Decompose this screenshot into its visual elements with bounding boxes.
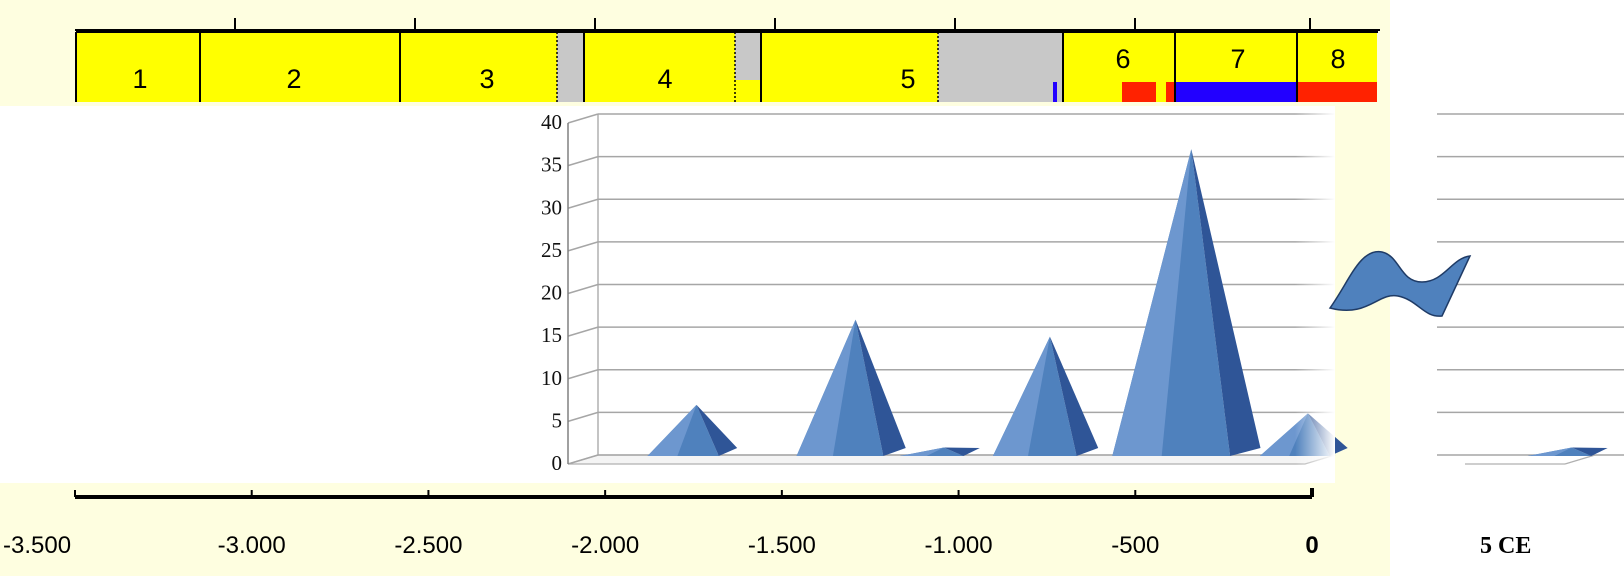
- segment-6-red-band: [1122, 82, 1156, 102]
- top-ruler: [75, 18, 1380, 31]
- right-edge-fade: [1295, 106, 1335, 483]
- gridline-side: [567, 155, 599, 167]
- segment-label: 1: [132, 64, 147, 94]
- pyramid-shade: [1571, 447, 1608, 456]
- x-tick-label: -2.000: [571, 532, 639, 559]
- pyramid-highlight: [992, 336, 1050, 456]
- gridline-side: [567, 198, 599, 209]
- pyramid-series: [647, 149, 1608, 456]
- pyramid-shade: [1049, 336, 1099, 456]
- pyramid-highlight: [1527, 447, 1572, 456]
- y-tick-label: 15: [541, 323, 562, 347]
- y-tick-label: 5: [552, 408, 563, 432]
- pyramid: [1112, 149, 1261, 456]
- segment-3: [400, 32, 557, 102]
- pyramid-highlight: [647, 404, 697, 456]
- gridline-side: [567, 283, 599, 295]
- pyramid-chart: 0 5 10 15 20 25 30 35 40: [541, 110, 1624, 475]
- segment-1: [76, 32, 200, 102]
- y-tick-label: 20: [541, 281, 562, 305]
- y-axis-tick-labels: 0 5 10 15 20 25 30 35 40: [541, 110, 562, 475]
- segment-label: 8: [1330, 44, 1345, 74]
- segment-label: 7: [1230, 44, 1245, 74]
- gridline-side: [567, 326, 599, 337]
- pyramid: [647, 404, 738, 456]
- pyramid: [992, 336, 1099, 456]
- x-tick-label: -2.500: [394, 532, 462, 559]
- segment-gray-c: [938, 32, 1063, 102]
- pyramid-shade: [696, 404, 738, 456]
- chart-floor: [567, 454, 1336, 465]
- pyramid-shade: [943, 447, 980, 456]
- segment-5: [761, 32, 938, 102]
- pyramid: [899, 447, 980, 456]
- x-tick-label: -3.500: [3, 532, 71, 559]
- y-tick-label: 25: [541, 238, 562, 262]
- segment-gray-b: [735, 32, 761, 80]
- gridline-side: [567, 241, 599, 252]
- y-tick-label: 10: [541, 366, 562, 390]
- segment-label: 3: [479, 64, 494, 94]
- segment-gray-c-blue-mark: [1053, 82, 1057, 102]
- segment-7-blue-band: [1176, 82, 1296, 102]
- segment-6-red-band-small: [1166, 82, 1174, 102]
- cropped-caption: 5 CE: [1480, 533, 1531, 559]
- pyramid: [796, 319, 906, 456]
- floor-edge-continued: [1564, 454, 1596, 465]
- segment-label: 2: [286, 64, 301, 94]
- y-tick-label: 0: [552, 451, 563, 475]
- segment-label: 6: [1115, 44, 1130, 74]
- x-tick-label: -3.000: [218, 532, 286, 559]
- y-tick-label: 35: [541, 153, 562, 177]
- x-axis: -3.500 -3.000 -2.500 -2.000 -1.500 -1.000 -500…: [3, 488, 1319, 559]
- segment-gray-a: [557, 32, 584, 102]
- segment-8-red-band: [1298, 82, 1377, 102]
- segment-yellow-b: [735, 80, 761, 102]
- segment-bar: 1 2 3 4 5 6 7 8: [75, 31, 1378, 102]
- pyramid-shade: [855, 319, 906, 456]
- gridline-side: [567, 454, 599, 465]
- segment-label: 4: [657, 64, 672, 94]
- x-tick-label: -500: [1111, 532, 1159, 559]
- chart-panel-right: [1425, 106, 1624, 576]
- segment-4: [584, 32, 735, 102]
- gridline-side: [567, 113, 599, 124]
- y-tick-label: 40: [541, 110, 562, 134]
- x-tick-label: -1.500: [748, 532, 816, 559]
- pyramid-highlight: [796, 319, 856, 456]
- segment-6: [1063, 32, 1175, 102]
- segment-label: 5: [900, 64, 915, 94]
- gridline-side: [567, 369, 599, 380]
- x-tick-label: -1.000: [925, 532, 993, 559]
- segment-2: [200, 32, 400, 102]
- chart-panel: [0, 106, 1335, 483]
- gridline-side: [567, 411, 599, 423]
- pyramid-shade: [1191, 149, 1261, 456]
- axis-break-icon: [1328, 251, 1472, 317]
- y-tick-label: 30: [541, 195, 562, 219]
- pyramid-highlight: [1112, 149, 1192, 456]
- x-tick-label: 0: [1305, 532, 1318, 559]
- pyramid: [1527, 447, 1608, 456]
- pyramid-highlight: [899, 447, 944, 456]
